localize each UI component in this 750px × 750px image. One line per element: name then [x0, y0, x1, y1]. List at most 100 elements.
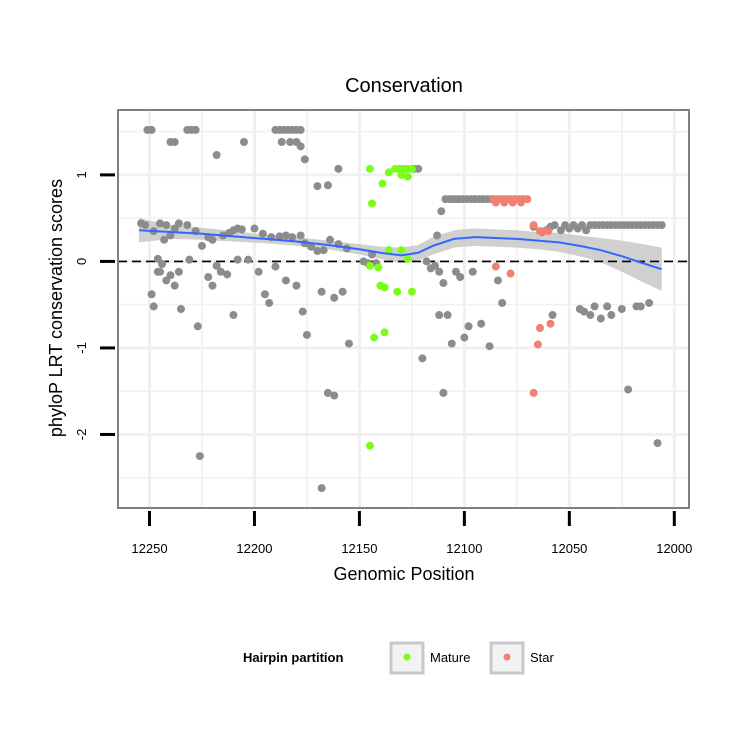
point-other	[229, 311, 238, 320]
point-other	[176, 305, 185, 313]
point-other	[155, 267, 164, 276]
point-other	[422, 257, 431, 266]
chart-title: Conservation	[345, 75, 463, 97]
x-tick-label: 12250	[131, 541, 167, 556]
point-other	[216, 267, 225, 276]
point-other	[418, 354, 427, 363]
point-other	[617, 305, 626, 313]
point-other	[292, 281, 301, 290]
point-other	[636, 302, 645, 311]
point-other	[477, 319, 486, 328]
legend-label-mature: Mature	[430, 650, 470, 665]
point-other	[645, 298, 654, 307]
point-other	[334, 164, 343, 173]
point-mature	[365, 164, 374, 173]
point-other	[174, 219, 183, 228]
point-other	[170, 281, 179, 290]
point-other	[464, 322, 473, 331]
x-tick-label: 12200	[236, 541, 272, 556]
point-other	[296, 142, 305, 151]
point-other	[212, 150, 221, 159]
point-star	[500, 198, 509, 207]
point-other	[493, 276, 502, 285]
point-mature	[393, 287, 402, 296]
point-star	[491, 198, 500, 207]
x-tick-label: 12100	[446, 541, 482, 556]
point-other	[286, 138, 295, 147]
point-other	[344, 339, 353, 348]
point-other	[223, 270, 232, 279]
point-mature	[365, 441, 374, 450]
point-other	[548, 311, 557, 320]
point-other	[323, 181, 332, 190]
point-other	[141, 221, 150, 230]
point-other	[277, 138, 286, 147]
point-other	[468, 267, 477, 276]
point-other	[254, 267, 263, 276]
point-other	[197, 241, 206, 250]
y-axis-label: phyloP LRT conservation scores	[46, 179, 66, 437]
point-other	[657, 221, 666, 230]
point-other	[239, 138, 248, 147]
x-axis-label: Genomic Position	[333, 564, 474, 584]
point-other	[313, 182, 322, 191]
point-other	[185, 255, 194, 264]
point-other	[433, 231, 442, 240]
point-other	[208, 235, 217, 244]
point-star	[529, 221, 538, 230]
point-other	[155, 219, 164, 228]
point-other	[580, 307, 589, 316]
point-other	[326, 235, 335, 244]
point-mature	[380, 328, 389, 337]
point-other	[237, 225, 246, 234]
point-mature	[368, 199, 377, 208]
x-tick-label: 12150	[341, 541, 377, 556]
legend-swatch-mature	[403, 653, 411, 661]
point-other	[170, 138, 179, 147]
point-mature	[370, 333, 379, 342]
point-other	[323, 388, 332, 397]
point-star	[523, 195, 532, 204]
point-other	[439, 388, 448, 397]
point-mature	[397, 246, 406, 255]
point-other	[435, 267, 444, 276]
point-other	[338, 287, 347, 296]
point-other	[183, 221, 192, 230]
point-mature	[403, 254, 412, 263]
point-other	[447, 339, 456, 348]
plot-border	[117, 109, 690, 509]
point-other	[158, 260, 167, 269]
point-other	[550, 221, 559, 230]
point-star	[517, 198, 526, 207]
point-other	[265, 298, 274, 307]
point-other	[596, 314, 605, 323]
point-mature	[365, 261, 374, 270]
point-other	[624, 385, 633, 394]
point-other	[271, 262, 280, 271]
point-other	[317, 287, 326, 296]
point-star	[529, 388, 538, 397]
x-tick-label: 12000	[656, 541, 692, 556]
point-other	[281, 231, 290, 240]
point-star	[491, 262, 500, 271]
point-mature	[397, 170, 406, 179]
point-mature	[380, 283, 389, 292]
point-other	[250, 224, 259, 233]
point-other	[302, 330, 311, 339]
point-star	[508, 198, 517, 207]
point-other	[212, 261, 221, 270]
legend: Hairpin partition Mature Star	[243, 641, 555, 675]
point-other	[191, 125, 200, 134]
point-other	[317, 484, 326, 493]
legend-label-star: Star	[530, 650, 555, 665]
point-other	[296, 125, 305, 134]
point-mature	[378, 179, 387, 188]
point-other	[147, 290, 156, 299]
point-other	[193, 322, 202, 331]
point-other	[443, 311, 452, 320]
point-other	[590, 302, 599, 311]
point-other	[162, 221, 171, 230]
point-other	[296, 231, 305, 240]
point-other	[586, 311, 595, 320]
point-mature	[384, 246, 393, 255]
